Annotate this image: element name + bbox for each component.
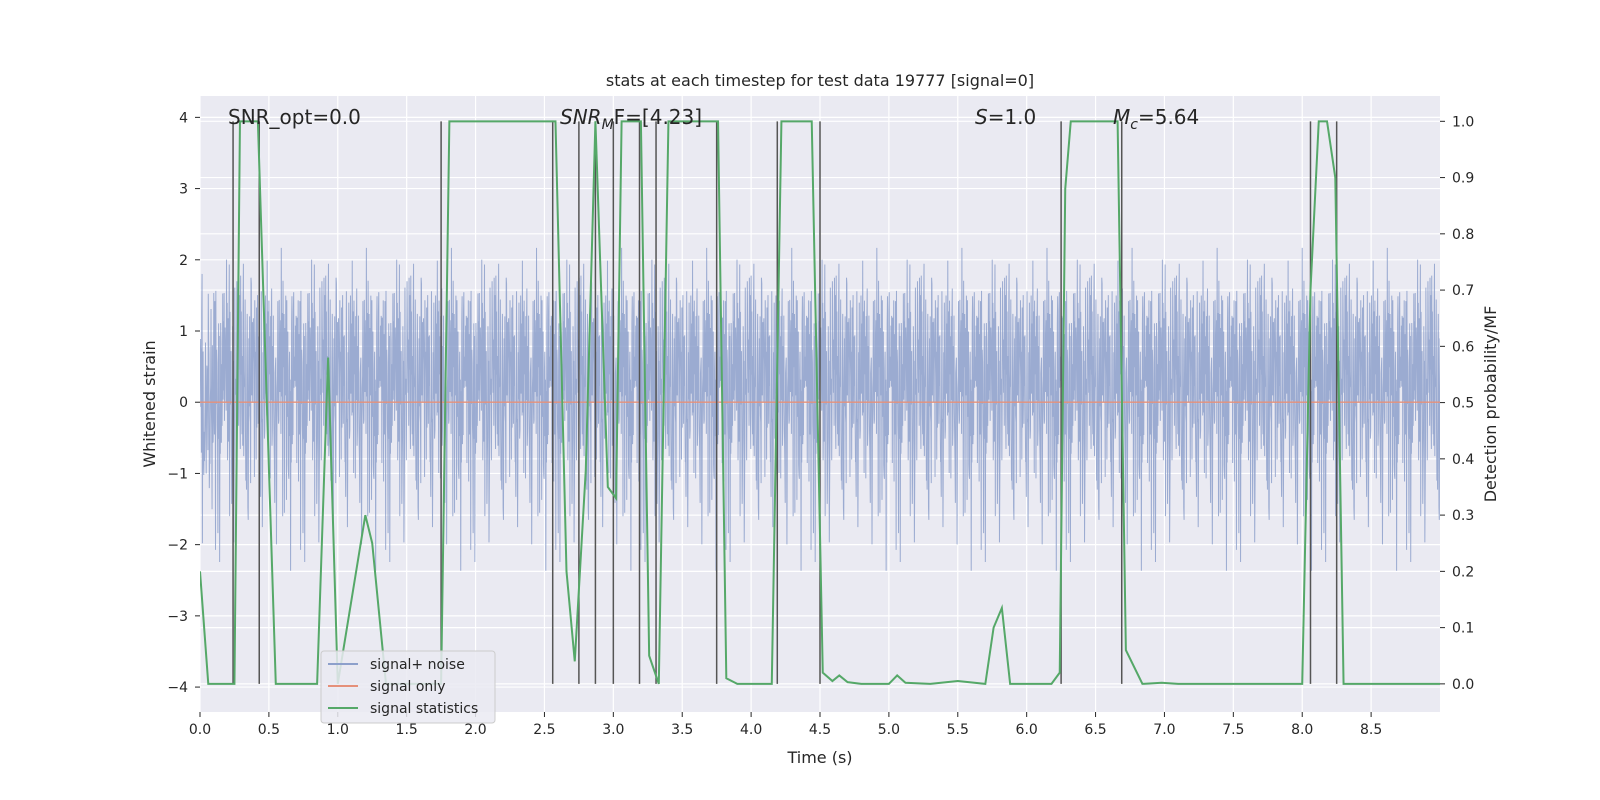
- y-right-tick-label-10: 0.0: [1452, 677, 1474, 693]
- legend: signal+ noise signal only signal statist…: [320, 650, 496, 724]
- annotation-s: S=1.0: [975, 105, 1036, 129]
- y-left-tick-label-7: −3: [167, 609, 188, 625]
- x-axis-label: Time (s): [786, 748, 852, 767]
- x-ticks: 0.0 0.5 1.0 1.5 2.0 2.5 3.0 3.5 4.0 4.5 5.0 5.5 6.0 6…: [189, 712, 1382, 738]
- legend-label-signal-statistics: signal statistics: [370, 701, 478, 717]
- x-tick-label-15: 7.5: [1222, 722, 1244, 738]
- x-tick-label-17: 8.5: [1360, 722, 1382, 738]
- y-right-tick-label-4: 0.6: [1452, 339, 1474, 355]
- y-right-ticks: 1.0 0.9 0.8 0.7 0.6 0.5 0.4 0.3 0.2 0.1 0.0: [1440, 114, 1474, 693]
- x-tick-label-8: 4.0: [740, 722, 762, 738]
- y-left-tick-label-1: 3: [179, 182, 188, 198]
- x-tick-label-16: 8.0: [1291, 722, 1313, 738]
- annotation-snr-opt: SNR_opt=0.0: [228, 105, 361, 129]
- y-left-ticks: 4 3 2 1 0 −1 −2 −3 −4: [167, 110, 200, 696]
- x-tick-label-6: 3.0: [602, 722, 624, 738]
- x-tick-label-0: 0.0: [189, 722, 211, 738]
- x-tick-label-2: 1.0: [327, 722, 349, 738]
- y-right-tick-label-0: 1.0: [1452, 114, 1474, 130]
- y-right-tick-label-5: 0.5: [1452, 396, 1474, 412]
- x-tick-label-5: 2.5: [533, 722, 555, 738]
- x-tick-label-7: 3.5: [671, 722, 693, 738]
- signal-statistics-series: [200, 120, 1440, 685]
- vertical-lines: [232, 121, 1338, 684]
- y-left-tick-label-0: 4: [179, 110, 188, 126]
- x-tick-label-13: 6.5: [1084, 722, 1106, 738]
- legend-label-signal-only: signal only: [370, 679, 445, 695]
- y-right-tick-label-6: 0.4: [1452, 452, 1474, 468]
- y-right-tick-label-7: 0.3: [1452, 508, 1474, 524]
- y-left-axis-label: Whitened strain: [140, 340, 159, 467]
- y-left-tick-label-5: −1: [167, 466, 188, 482]
- chart-title: stats at each timestep for test data 197…: [606, 71, 1034, 90]
- x-tick-label-11: 5.5: [947, 722, 969, 738]
- y-right-tick-label-9: 0.1: [1452, 621, 1474, 637]
- y-right-axis-label: Detection probability/MF: [1481, 306, 1500, 503]
- x-tick-label-10: 5.0: [878, 722, 900, 738]
- x-tick-label-1: 0.5: [258, 722, 280, 738]
- annotation-snr-mf: SNRMF=[4.23]: [560, 105, 702, 133]
- x-tick-label-14: 7.0: [1153, 722, 1175, 738]
- y-left-tick-label-8: −4: [167, 680, 188, 696]
- y-right-tick-label-3: 0.7: [1452, 283, 1474, 299]
- x-tick-label-9: 4.5: [809, 722, 831, 738]
- legend-box: [320, 650, 496, 724]
- y-right-tick-label-2: 0.8: [1452, 227, 1474, 243]
- y-right-tick-label-1: 0.9: [1452, 171, 1474, 187]
- y-left-tick-label-2: 2: [179, 253, 188, 269]
- x-tick-label-3: 1.5: [396, 722, 418, 738]
- y-right-tick-label-8: 0.2: [1452, 564, 1474, 580]
- x-tick-label-12: 6.0: [1016, 722, 1038, 738]
- y-left-tick-label-6: −2: [167, 538, 188, 554]
- annotation-mc: Mc=5.64: [1113, 105, 1199, 133]
- y-left-tick-label-3: 1: [179, 324, 188, 340]
- y-left-tick-label-4: 0: [179, 395, 188, 411]
- x-tick-label-4: 2.0: [464, 722, 486, 738]
- legend-label-signal-noise: signal+ noise: [370, 657, 465, 673]
